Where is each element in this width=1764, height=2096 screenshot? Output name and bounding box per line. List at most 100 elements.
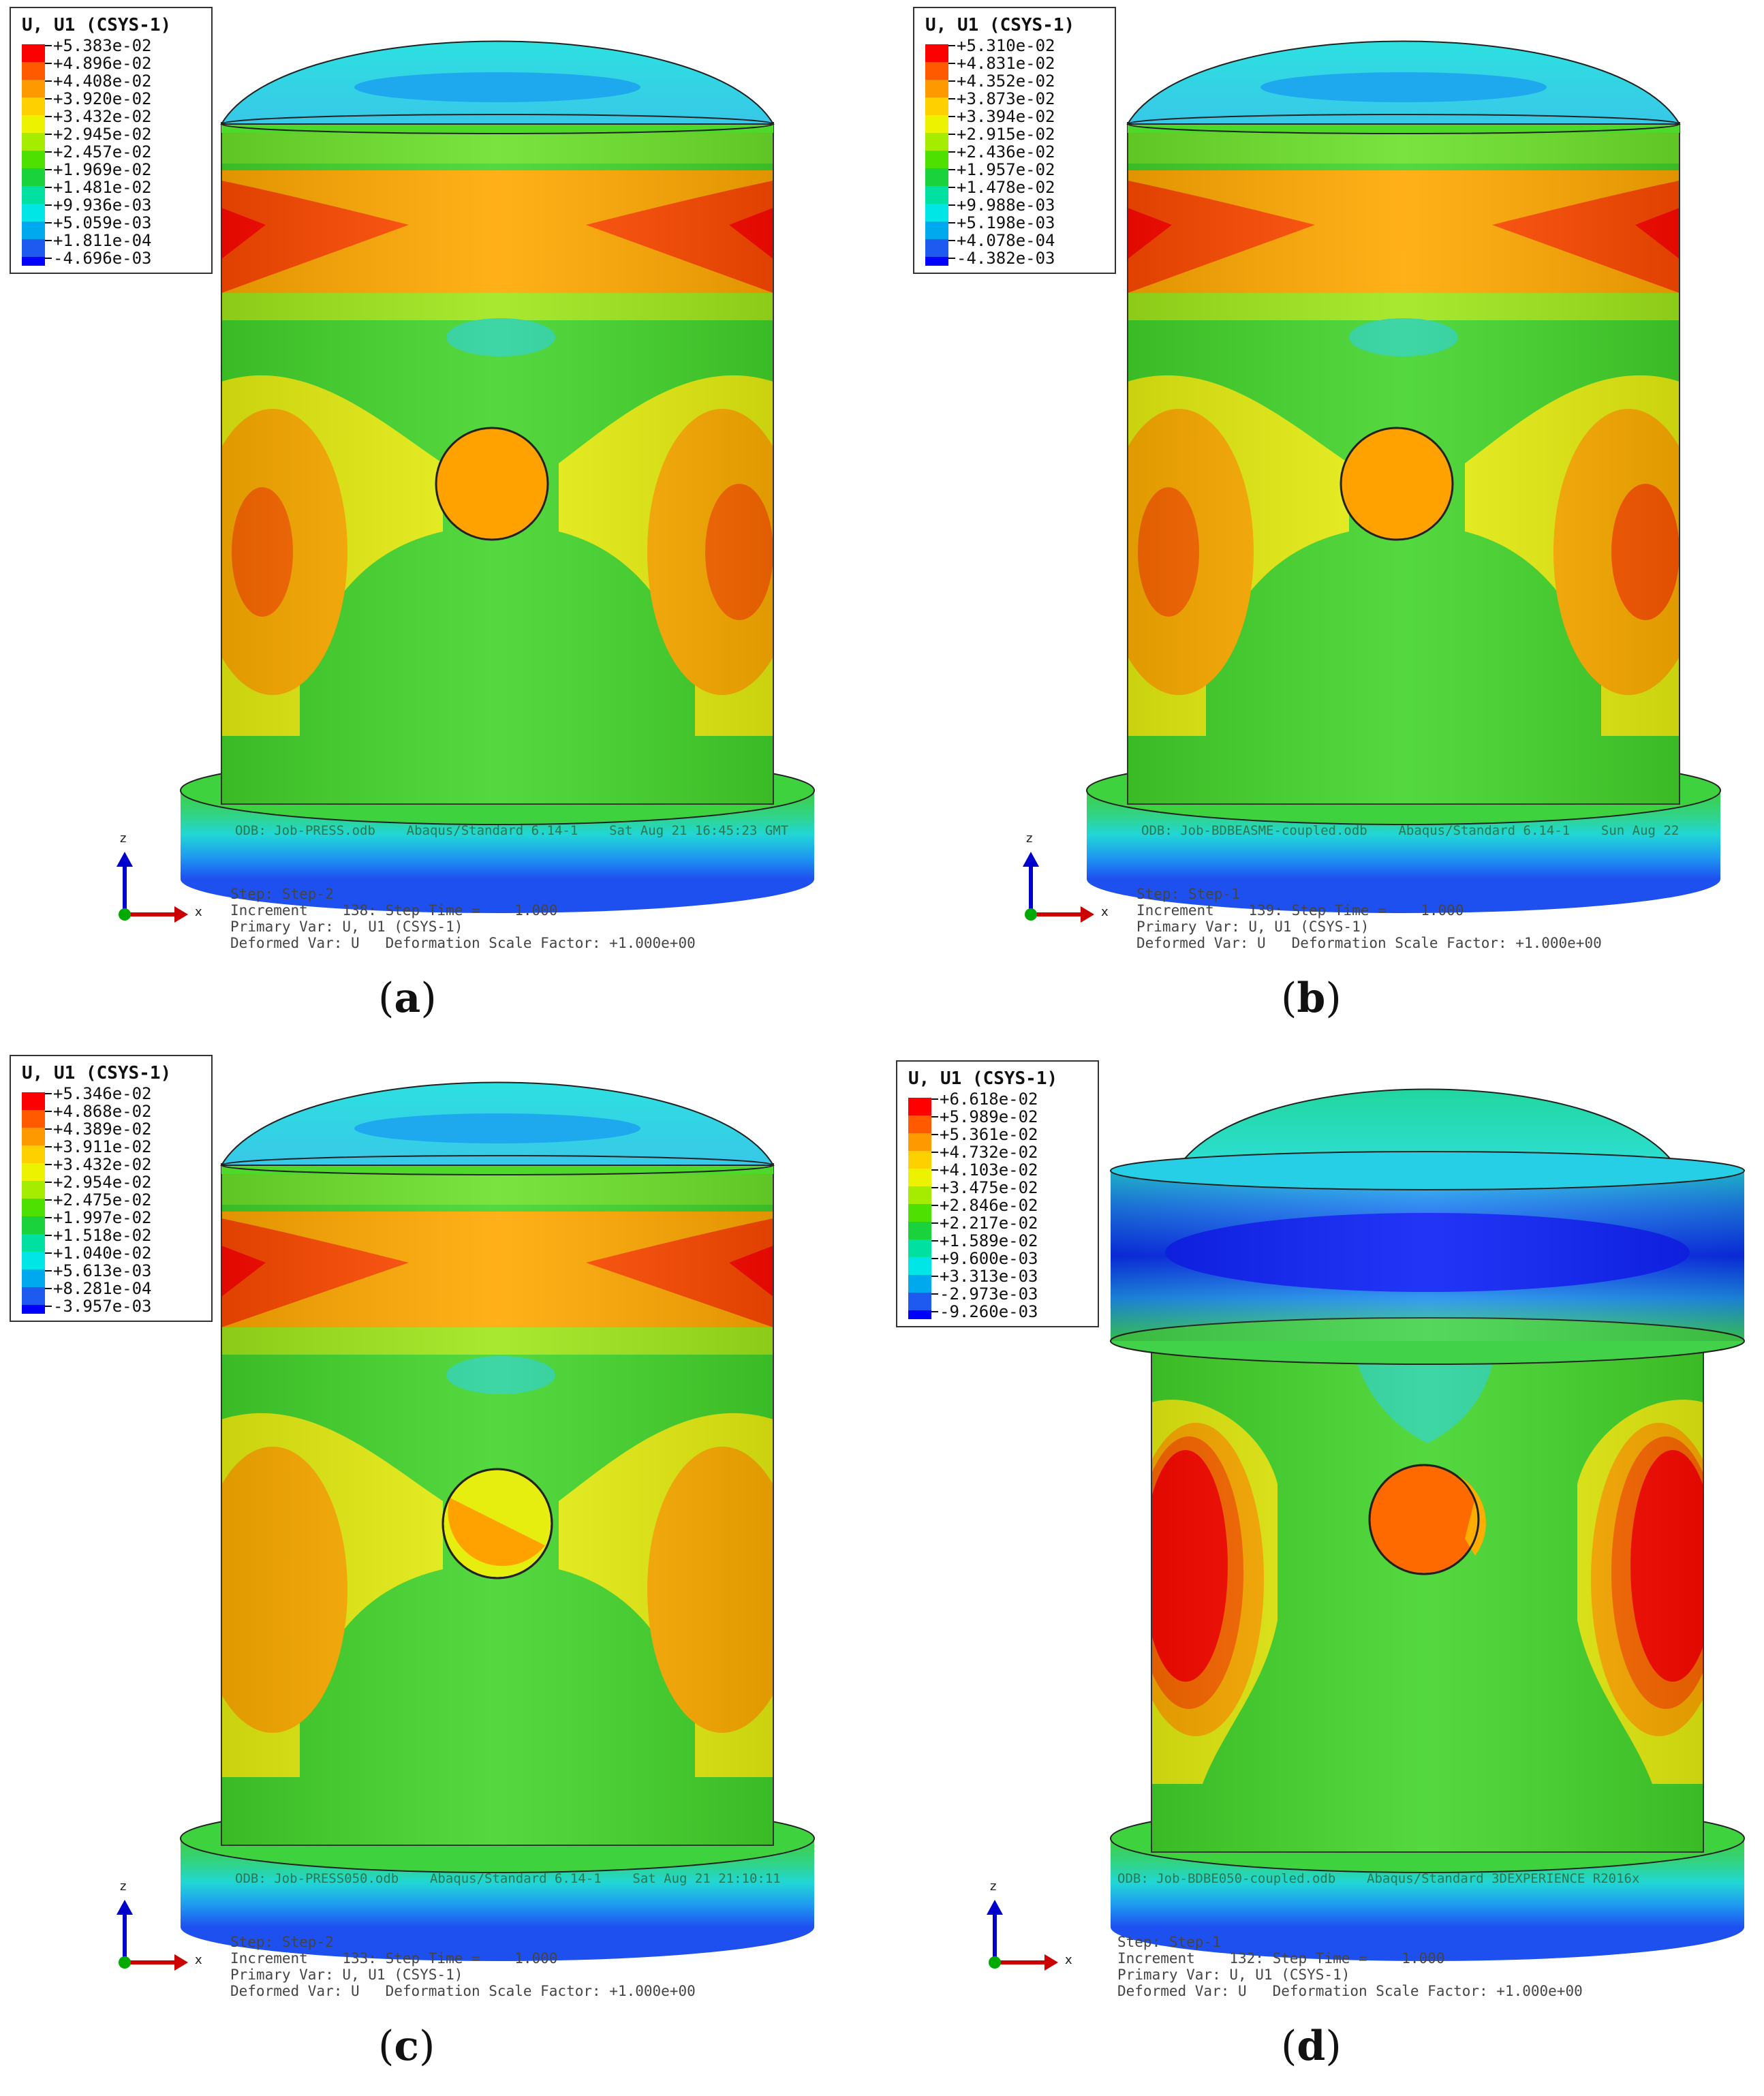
legend-value: +1.811e-04	[53, 231, 152, 250]
dome-head	[1110, 1088, 1745, 1190]
legend-entry: +1.957e-02	[921, 160, 1108, 186]
legend-entry: +2.217e-02	[904, 1214, 1091, 1239]
legend-value: +4.732e-02	[940, 1143, 1038, 1162]
deformed-var-line: Deformed Var: U Deformation Scale Factor…	[230, 935, 696, 951]
legend-tick	[45, 222, 52, 224]
increment-line: Increment 133: Step Time = 1.000	[230, 1950, 558, 1967]
legend-swatch	[22, 1305, 45, 1314]
legend-swatch	[908, 1098, 931, 1115]
legend-tick	[45, 80, 52, 82]
step-line: Step: Step-1	[1117, 1934, 1221, 1950]
legend-entry: +1.040e-02	[18, 1244, 204, 1269]
legend-tick	[948, 204, 955, 206]
legend-title: U, U1 (CSYS-1)	[22, 15, 172, 35]
legend-value: +2.457e-02	[53, 142, 152, 161]
legend-entry: +4.896e-02	[18, 55, 204, 80]
legend-tick	[45, 1217, 52, 1218]
legend-entry: +2.475e-02	[18, 1191, 204, 1216]
legend-swatch	[22, 1269, 45, 1287]
legend-swatch	[22, 239, 45, 257]
legend-rows: +5.383e-02 +4.896e-02 +4.408e-02 +3.920e-02…	[18, 37, 204, 267]
legend-swatch	[925, 186, 948, 204]
increment-line: Increment 138: Step Time = 1.000	[230, 902, 558, 919]
legend-tick	[45, 1164, 52, 1165]
legend-entry: +3.911e-02	[18, 1137, 204, 1163]
legend-tick	[931, 1116, 938, 1118]
legend-value: +1.957e-02	[957, 160, 1055, 179]
base-ring	[180, 1804, 815, 1961]
legend-swatch	[908, 1257, 931, 1275]
legend-value: +4.352e-02	[957, 72, 1055, 91]
panel-caption: (a)	[378, 974, 437, 1022]
legend-swatch	[22, 97, 45, 115]
legend-entry: +5.383e-02	[18, 36, 204, 62]
legend-tick	[948, 63, 955, 64]
legend-swatch	[925, 80, 948, 97]
legend-swatch	[22, 1163, 45, 1181]
legend-value: +3.873e-02	[957, 89, 1055, 108]
legend-tick	[948, 151, 955, 153]
legend-swatch	[925, 115, 948, 133]
legend-tick	[931, 1169, 938, 1171]
legend-tick	[931, 1098, 938, 1100]
legend-swatch	[22, 204, 45, 221]
legend-tick	[45, 1146, 52, 1147]
legend-value: +1.040e-02	[53, 1244, 152, 1263]
legend-title: U, U1 (CSYS-1)	[22, 1063, 172, 1083]
legend-value: +3.394e-02	[957, 107, 1055, 126]
legend-tick	[45, 258, 52, 259]
z-axis-label: z	[120, 831, 127, 846]
vessel-contour-plot-b	[1023, 40, 1721, 923]
legend-value: +3.920e-02	[53, 89, 152, 108]
legend-swatch	[925, 151, 948, 168]
color-legend: U, U1 (CSYS-1) +5.310e-02 +4.831e-02 +4.35…	[913, 7, 1116, 274]
head-ring-band	[1110, 1171, 1745, 1365]
axis-triad	[1023, 852, 1094, 923]
legend-entry: +9.936e-03	[18, 196, 204, 221]
legend-entry: +5.198e-03	[921, 214, 1108, 239]
nozzle-circle	[1340, 427, 1454, 541]
primary-var-line: Primary Var: U, U1 (CSYS-1)	[230, 919, 463, 935]
legend-value: -3.957e-03	[53, 1297, 152, 1316]
legend-value: +5.383e-02	[53, 36, 152, 55]
legend-entry: +3.313e-03	[904, 1267, 1091, 1293]
legend-entry: -2.973e-03	[904, 1284, 1091, 1310]
legend-swatch	[22, 1128, 45, 1145]
legend-value: +4.078e-04	[957, 231, 1055, 250]
z-axis-label: z	[120, 1879, 127, 1894]
legend-rows: +5.346e-02 +4.868e-02 +4.389e-02 +3.911e-02…	[18, 1085, 204, 1315]
legend-entry: +4.868e-02	[18, 1103, 204, 1128]
legend-entry: +4.389e-02	[18, 1120, 204, 1145]
legend-swatch	[925, 221, 948, 239]
legend-swatch	[22, 186, 45, 204]
panel-caption: (b)	[1281, 974, 1342, 1022]
legend-entry: +1.481e-02	[18, 178, 204, 204]
legend-value: -2.973e-03	[940, 1284, 1038, 1304]
legend-entry: +4.078e-04	[921, 231, 1108, 257]
legend-value: +1.518e-02	[53, 1226, 152, 1245]
legend-value: +1.481e-02	[53, 178, 152, 197]
legend-entry: +3.920e-02	[18, 89, 204, 115]
legend-swatch	[925, 257, 948, 266]
legend-tick	[45, 187, 52, 188]
legend-tick	[45, 151, 52, 153]
legend-entry: +9.600e-03	[904, 1250, 1091, 1275]
legend-tick	[948, 169, 955, 170]
legend-swatch	[925, 168, 948, 186]
legend-value: +3.911e-02	[53, 1137, 152, 1156]
legend-swatch	[22, 151, 45, 168]
cylinder-shell	[221, 123, 773, 804]
legend-value: +9.936e-03	[53, 196, 152, 215]
x-axis-label: x	[195, 905, 202, 919]
legend-tick	[45, 1252, 52, 1254]
legend-tick	[931, 1258, 938, 1259]
legend-swatch	[22, 62, 45, 80]
legend-tick	[931, 1187, 938, 1188]
legend-entry: -3.957e-03	[18, 1297, 204, 1315]
legend-swatch	[925, 133, 948, 151]
legend-value: +5.613e-03	[53, 1261, 152, 1280]
legend-value: +2.915e-02	[957, 125, 1055, 144]
legend-entry: +9.988e-03	[921, 196, 1108, 221]
legend-value: +2.945e-02	[53, 125, 152, 144]
legend-value: +5.310e-02	[957, 36, 1055, 55]
